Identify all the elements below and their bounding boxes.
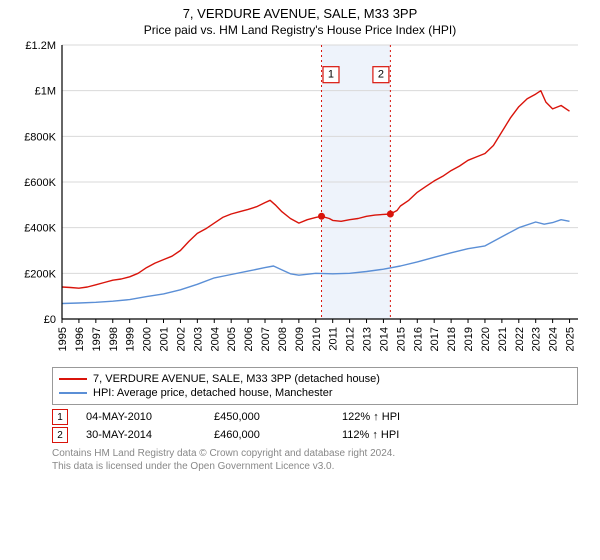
x-tick: 2016 — [412, 327, 424, 351]
x-tick: 2021 — [497, 327, 509, 351]
sale-dot — [387, 210, 394, 217]
x-tick: 2018 — [446, 327, 458, 351]
svg-text:£800K: £800K — [24, 131, 56, 143]
x-tick: 2010 — [311, 327, 323, 351]
x-tick: 2015 — [395, 327, 407, 351]
x-tick: 2011 — [328, 327, 340, 351]
svg-text:£1.2M: £1.2M — [25, 41, 56, 52]
x-tick: 2020 — [480, 327, 492, 351]
transaction-row: 2 30-MAY-2014 £460,000 112% ↑ HPI — [52, 427, 578, 443]
x-tick: 2008 — [277, 327, 289, 351]
y-tick: £400K — [24, 223, 56, 235]
y-tick: £200K — [24, 268, 56, 280]
sale-marker-label: 1 — [328, 69, 334, 81]
x-tick: 2014 — [378, 327, 390, 351]
x-tick: 2013 — [362, 327, 374, 351]
svg-text:£600K: £600K — [24, 177, 56, 189]
x-tick: 1996 — [74, 327, 86, 351]
x-tick: 2002 — [175, 327, 187, 351]
footer-attribution: Contains HM Land Registry data © Crown c… — [52, 447, 578, 473]
transaction-price: £450,000 — [214, 411, 324, 423]
legend-box: 7, VERDURE AVENUE, SALE, M33 3PP (detach… — [52, 367, 578, 405]
svg-text:£0: £0 — [44, 314, 56, 326]
y-tick: £1M — [35, 86, 56, 98]
footer-line-2: This data is licensed under the Open Gov… — [52, 460, 578, 473]
x-tick: 2003 — [192, 327, 204, 351]
y-tick: £0 — [44, 314, 56, 326]
transaction-date: 30-MAY-2014 — [86, 429, 196, 441]
x-tick: 1998 — [108, 327, 120, 351]
y-tick: £600K — [24, 177, 56, 189]
svg-text:£1M: £1M — [35, 86, 56, 98]
y-tick: £1.2M — [25, 41, 56, 52]
x-tick: 1995 — [57, 327, 69, 351]
x-tick: 2001 — [159, 327, 171, 351]
legend-item: HPI: Average price, detached house, Manc… — [59, 386, 571, 400]
transaction-row: 1 04-MAY-2010 £450,000 122% ↑ HPI — [52, 409, 578, 425]
x-tick: 2012 — [345, 327, 357, 351]
page-title: 7, VERDURE AVENUE, SALE, M33 3PP — [0, 0, 600, 21]
sale-marker-label: 2 — [378, 69, 384, 81]
svg-text:£200K: £200K — [24, 268, 56, 280]
x-tick: 2022 — [514, 327, 526, 351]
x-tick: 2007 — [260, 327, 272, 351]
transaction-marker: 1 — [52, 409, 68, 425]
transaction-date: 04-MAY-2010 — [86, 411, 196, 423]
x-tick: 2009 — [294, 327, 306, 351]
svg-text:£400K: £400K — [24, 223, 56, 235]
legend-item: 7, VERDURE AVENUE, SALE, M33 3PP (detach… — [59, 372, 571, 386]
transaction-ratio: 112% ↑ HPI — [342, 429, 452, 441]
x-tick: 2000 — [142, 327, 154, 351]
transaction-price: £460,000 — [214, 429, 324, 441]
x-tick: 2017 — [429, 327, 441, 351]
x-tick: 2004 — [209, 327, 221, 351]
x-tick: 2006 — [243, 327, 255, 351]
transaction-marker: 2 — [52, 427, 68, 443]
transaction-ratio: 122% ↑ HPI — [342, 411, 452, 423]
legend-label: 7, VERDURE AVENUE, SALE, M33 3PP (detach… — [93, 373, 380, 385]
footer-line-1: Contains HM Land Registry data © Crown c… — [52, 447, 578, 460]
x-tick: 2024 — [548, 327, 560, 351]
price-chart: £0 £200K £400K £600K £800K £1M £1.2M 1 2 1995 1996… — [10, 41, 590, 361]
legend-swatch — [59, 378, 87, 380]
x-tick: 2023 — [531, 327, 543, 351]
x-tick: 2019 — [463, 327, 475, 351]
x-tick: 1999 — [125, 327, 137, 351]
x-tick: 1997 — [91, 327, 103, 351]
sale-dot — [318, 213, 325, 220]
page-subtitle: Price paid vs. HM Land Registry's House … — [0, 21, 600, 41]
chart-svg: £0 £200K £400K £600K £800K £1M £1.2M 1 2 1995 1996… — [10, 41, 590, 361]
legend-swatch — [59, 392, 87, 394]
x-tick: 2005 — [226, 327, 238, 351]
y-tick: £800K — [24, 131, 56, 143]
legend-label: HPI: Average price, detached house, Manc… — [93, 387, 333, 399]
x-tick: 2025 — [565, 327, 577, 351]
